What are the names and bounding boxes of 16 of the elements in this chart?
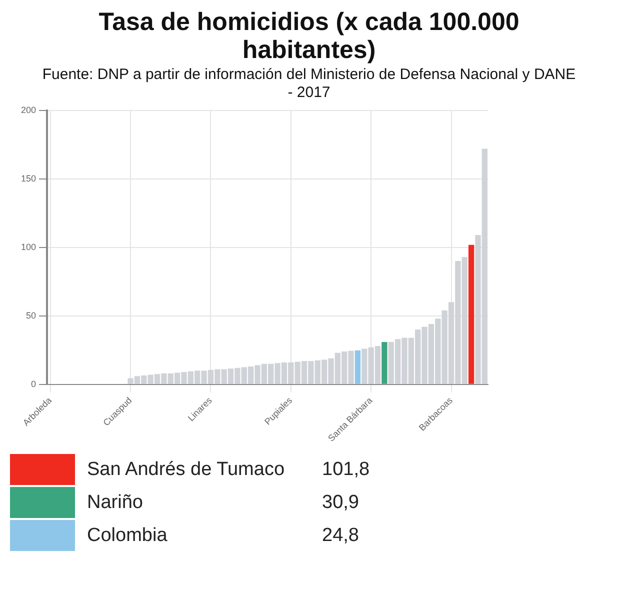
text: 101,8 — [322, 458, 370, 480]
chart-subtitle: Fuente: DNP a partir de información del Ministerio de Defensa Nacional y DANE - 2017 — [41, 66, 577, 102]
y-tick-label: 0 — [31, 378, 36, 389]
y-tick-label: 50 — [26, 310, 36, 320]
text: 24,8 — [322, 524, 359, 546]
bar — [382, 342, 388, 384]
bar — [354, 350, 361, 384]
legend-label: San Andrés de Tumaco — [87, 458, 286, 480]
legend-label: Colombia — [87, 524, 168, 546]
y-tick-label: 200 — [20, 104, 36, 115]
chart-title: Tasa de homicidios (x cada 100.000 habitantes) — [98, 8, 520, 64]
text: 30,9 — [322, 492, 359, 514]
y-tick-label: 100 — [20, 242, 36, 252]
legend-label: Nariño — [87, 492, 144, 514]
y-tick-label: 150 — [20, 173, 36, 184]
bar — [468, 244, 474, 384]
